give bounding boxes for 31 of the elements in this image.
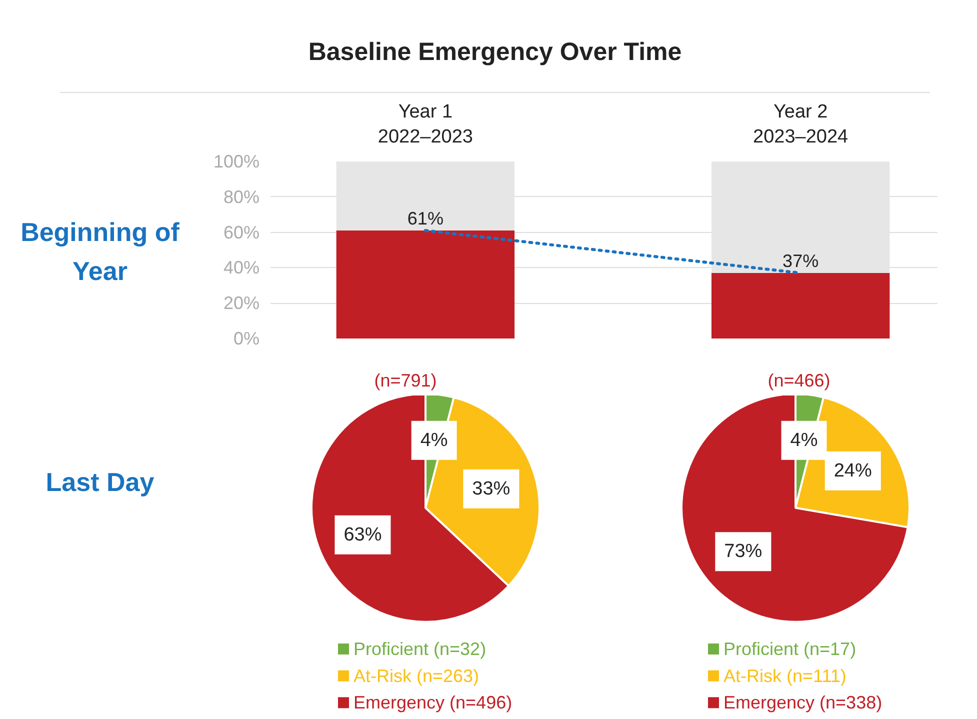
legend-label: Emergency (n=338) bbox=[724, 692, 882, 713]
data-label: 4% bbox=[420, 430, 448, 451]
text: 2023–2024 bbox=[753, 126, 849, 148]
chart-title: Baseline Emergency Over Time bbox=[308, 37, 682, 68]
text: Last Day bbox=[46, 466, 154, 499]
data-label: 73% bbox=[724, 541, 762, 562]
y-tick-label: 0% bbox=[233, 328, 260, 348]
legend-label: Emergency (n=496) bbox=[354, 692, 512, 713]
x-tick-label: Year 1 bbox=[398, 101, 453, 122]
data-label: 33% bbox=[472, 478, 510, 500]
data-label: 4% bbox=[790, 430, 818, 451]
bar bbox=[711, 273, 890, 338]
y-tick-label: 100% bbox=[213, 152, 260, 172]
text: 2022–2023 bbox=[378, 126, 473, 148]
y-tick-label: 80% bbox=[223, 186, 260, 207]
chart-title: (n=466) bbox=[768, 370, 830, 390]
legend-label: Proficient (n=32) bbox=[354, 639, 486, 659]
chart-title: (n=791) bbox=[374, 370, 437, 390]
text: Beginning of Year bbox=[20, 216, 180, 288]
y-tick-label: 20% bbox=[223, 293, 260, 314]
y-tick-label: 60% bbox=[223, 222, 260, 242]
legend-label: At-Risk (n=111) bbox=[724, 666, 846, 686]
data-label: 24% bbox=[834, 460, 872, 482]
data-label: 37% bbox=[782, 251, 819, 272]
legend-label: Proficient (n=17) bbox=[724, 639, 856, 659]
x-tick-label: Year 2 bbox=[773, 101, 828, 122]
bar bbox=[336, 230, 515, 338]
y-tick-label: 40% bbox=[223, 258, 260, 278]
legend-label: At-Risk (n=263) bbox=[354, 666, 480, 686]
data-label: 61% bbox=[407, 208, 444, 229]
data-label: 63% bbox=[344, 524, 382, 546]
